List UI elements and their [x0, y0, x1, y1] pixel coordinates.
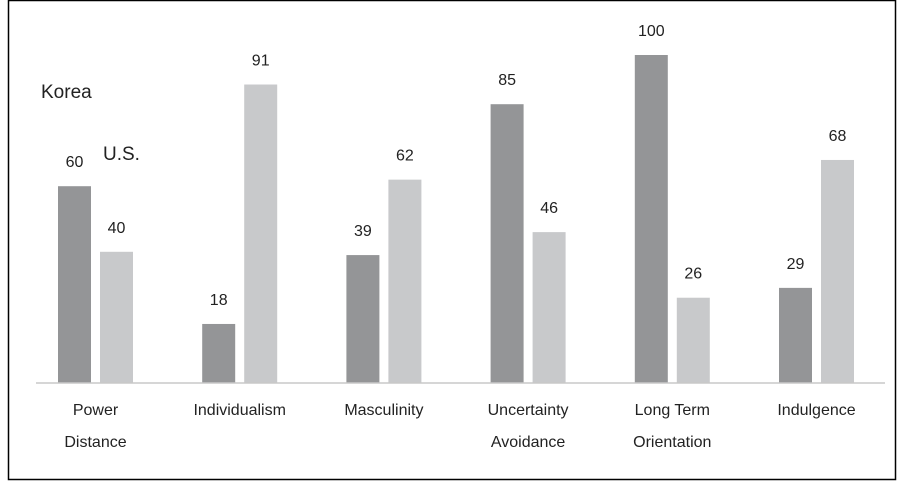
bar-korea-individualism [202, 323, 236, 383]
legend-label-us: U.S. [103, 144, 140, 165]
category-label-long-term-orientation: Long Term Orientation [633, 402, 711, 451]
data-label-u-s-power-distance: 40 [108, 220, 126, 237]
data-label-u-s-masculinity: 62 [396, 148, 414, 165]
data-label-korea-power-distance: 60 [66, 154, 84, 171]
category-label-uncertainty-avoidance: Uncertainty Avoidance [488, 402, 569, 451]
bar-u-s-individualism [244, 84, 278, 384]
category-label-masculinity: Masculinity [344, 402, 423, 419]
bar-korea-masculinity [346, 255, 380, 383]
bar-u-s-uncertainty-avoidance [532, 232, 566, 383]
category-labels-layer: Power Distance Individualism Masculinity Unc… [64, 402, 855, 451]
chart-border [7, 0, 897, 481]
bar-u-s-power-distance [100, 251, 133, 383]
data-label-korea-long-term-orientation: 100 [638, 23, 665, 40]
bar-u-s-indulgence [821, 159, 854, 383]
bar-korea-indulgence [779, 287, 812, 383]
data-label-korea-individualism: 18 [210, 292, 228, 309]
data-labels-layer: 60 40 18 91 39 62 85 46 100 26 29 68 [66, 23, 847, 309]
legend-label-korea: Korea [41, 82, 92, 103]
data-label-u-s-uncertainty-avoidance: 46 [540, 200, 558, 217]
category-label-power-distance: Power Distance [64, 402, 126, 451]
data-label-korea-indulgence: 29 [787, 256, 805, 273]
data-label-u-s-long-term-orientation: 26 [684, 266, 702, 283]
category-label-indulgence: Indulgence [777, 402, 855, 419]
bar-u-s-masculinity [388, 179, 422, 383]
bar-korea-power-distance [58, 186, 91, 383]
bar-korea-long-term-orientation [634, 55, 668, 383]
data-label-korea-masculinity: 39 [354, 223, 372, 240]
bar-u-s-long-term-orientation [676, 297, 710, 383]
data-label-u-s-indulgence: 68 [829, 128, 847, 145]
data-label-u-s-individualism: 91 [252, 53, 270, 70]
bars-layer [58, 55, 854, 384]
category-label-individualism: Individualism [193, 402, 285, 419]
data-label-korea-uncertainty-avoidance: 85 [498, 72, 516, 89]
bar-korea-uncertainty-avoidance [490, 104, 524, 383]
